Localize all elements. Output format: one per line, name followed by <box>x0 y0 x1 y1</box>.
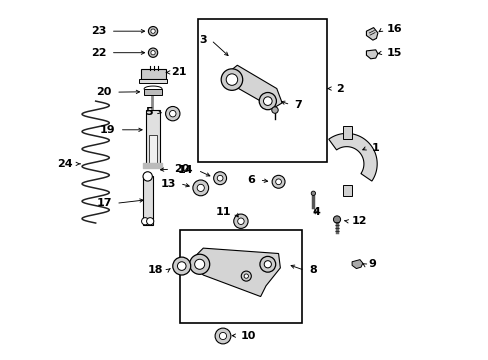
Text: 19: 19 <box>100 125 115 135</box>
Text: 22: 22 <box>91 48 106 58</box>
Circle shape <box>217 175 223 181</box>
Circle shape <box>226 74 237 85</box>
Circle shape <box>271 175 285 188</box>
Bar <box>198 19 326 162</box>
Polygon shape <box>194 248 280 297</box>
Circle shape <box>169 111 176 117</box>
Circle shape <box>244 274 248 278</box>
Text: 18: 18 <box>148 265 163 275</box>
Bar <box>144 89 162 95</box>
Polygon shape <box>366 28 377 40</box>
Text: 21: 21 <box>171 67 186 77</box>
Text: 7: 7 <box>294 100 302 110</box>
Text: 14: 14 <box>178 165 193 175</box>
Circle shape <box>259 93 276 110</box>
Bar <box>139 78 167 83</box>
Circle shape <box>194 259 204 269</box>
Circle shape <box>310 191 315 195</box>
Text: 13: 13 <box>160 179 175 189</box>
Text: 1: 1 <box>371 143 379 153</box>
Circle shape <box>151 29 155 33</box>
Circle shape <box>197 184 204 192</box>
Text: 16: 16 <box>386 24 402 35</box>
Polygon shape <box>328 134 376 181</box>
Text: 3: 3 <box>199 35 206 45</box>
Circle shape <box>333 216 340 223</box>
Circle shape <box>221 69 242 90</box>
Text: 24: 24 <box>58 159 73 169</box>
Text: 6: 6 <box>247 175 255 185</box>
Polygon shape <box>366 50 377 59</box>
Circle shape <box>237 218 244 225</box>
Circle shape <box>172 257 190 275</box>
Circle shape <box>264 261 271 268</box>
Circle shape <box>241 271 251 281</box>
Circle shape <box>177 262 185 270</box>
Circle shape <box>260 256 275 272</box>
Text: 10: 10 <box>241 330 256 341</box>
Circle shape <box>146 218 153 225</box>
Circle shape <box>263 97 271 105</box>
Circle shape <box>275 179 281 185</box>
Text: 9: 9 <box>367 259 375 269</box>
Text: 5: 5 <box>145 107 153 117</box>
Circle shape <box>189 254 209 274</box>
Bar <box>180 230 301 323</box>
Polygon shape <box>351 260 362 269</box>
Circle shape <box>165 107 180 121</box>
Text: 15: 15 <box>386 48 402 58</box>
Bar <box>343 185 351 196</box>
Circle shape <box>148 27 158 36</box>
Bar <box>142 163 162 168</box>
Text: 8: 8 <box>308 265 316 275</box>
Text: 2: 2 <box>335 84 343 94</box>
Text: 20: 20 <box>96 87 112 97</box>
Circle shape <box>219 332 226 339</box>
Circle shape <box>271 107 278 113</box>
Text: 23: 23 <box>91 26 106 36</box>
Circle shape <box>192 180 208 196</box>
Circle shape <box>142 172 152 181</box>
Bar <box>140 69 166 79</box>
Text: 4: 4 <box>312 207 320 217</box>
Circle shape <box>215 328 230 344</box>
Bar <box>142 176 153 225</box>
Circle shape <box>142 218 148 225</box>
Circle shape <box>148 48 158 57</box>
Text: 11: 11 <box>215 207 230 217</box>
Circle shape <box>151 50 155 55</box>
Text: 12: 12 <box>351 216 367 226</box>
Circle shape <box>233 214 247 228</box>
Bar <box>343 126 351 139</box>
Text: 17: 17 <box>96 198 112 208</box>
Bar <box>145 110 159 164</box>
Circle shape <box>213 172 226 185</box>
Text: 20: 20 <box>174 164 189 174</box>
Polygon shape <box>228 65 282 108</box>
Bar <box>148 135 156 164</box>
